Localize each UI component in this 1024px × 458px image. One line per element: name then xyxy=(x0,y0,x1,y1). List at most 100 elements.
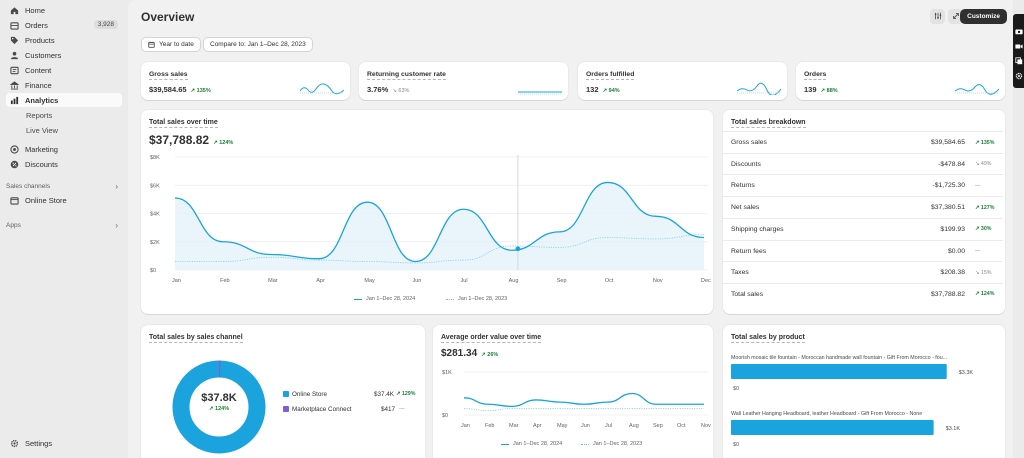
sidebar-item-online-store[interactable]: Online Store xyxy=(6,193,122,207)
sidebar-item-live-view[interactable]: Live View xyxy=(20,123,122,137)
kpi-delta: ↗ 135% xyxy=(190,88,211,94)
x-tick-label: May xyxy=(364,278,375,284)
breakdown-value: $208.38 xyxy=(940,269,965,277)
x-tick-label: Apr xyxy=(316,278,325,284)
breakdown-label: Discounts xyxy=(731,160,761,168)
x-tick-label: May xyxy=(557,423,568,429)
sidebar-item-home[interactable]: Home xyxy=(6,3,122,17)
kpi-sparkline xyxy=(955,84,999,95)
apps-section[interactable]: Apps › xyxy=(6,219,122,231)
customize-button[interactable]: Customize xyxy=(960,9,1007,24)
video-icon[interactable] xyxy=(1015,42,1023,50)
kpi-card-gross-sales[interactable]: Gross sales $39,584.65 ↗ 135% xyxy=(141,62,350,100)
kpi-sparkline xyxy=(300,83,344,95)
kpi-value: 139 ↗ 88% xyxy=(804,85,838,94)
bar-product[interactable] xyxy=(731,420,934,435)
x-tick-label: Mar xyxy=(509,423,519,429)
kpi-value-text: $39,584.65 xyxy=(149,85,187,94)
series-line-previous xyxy=(463,408,704,412)
compare-label: Compare to: Jan 1–Dec 28, 2023 xyxy=(210,41,306,48)
kpi-sparkline xyxy=(518,91,562,95)
bar-value-label: $3.1K xyxy=(946,426,961,432)
breakdown-label: Taxes xyxy=(731,269,749,277)
series-line-current xyxy=(463,392,704,408)
breakdown-value: $199.93 xyxy=(940,225,965,233)
breakdown-delta: — xyxy=(975,182,981,189)
bank-icon xyxy=(10,80,19,90)
kpi-card-orders[interactable]: Orders 139 ↗ 88% xyxy=(796,62,1005,100)
breakdown-label: Total sales xyxy=(731,290,764,298)
breakdown-row[interactable]: Net sales $37,380.51 ↗ 127% xyxy=(723,196,1003,218)
gear-icon xyxy=(10,439,19,448)
kpi-title: Orders xyxy=(804,71,827,80)
date-range-button[interactable]: Year to date xyxy=(141,37,201,52)
breakdown-row[interactable]: Return fees $0.00 — xyxy=(723,239,1003,262)
breakdown-label: Gross sales xyxy=(731,139,767,146)
x-tick-label: Jul xyxy=(605,423,612,429)
sidebar-item-reports[interactable]: Reports xyxy=(20,108,122,122)
channel-value: $417 xyxy=(381,406,396,413)
x-tick-label: Jan xyxy=(172,278,181,284)
main-content: Overview Customize Year to date Compare … xyxy=(128,0,1013,458)
breakdown-row[interactable]: Taxes $208.38 ↘ 15% xyxy=(723,261,1003,283)
data-settings-button[interactable] xyxy=(930,9,945,24)
section-label: Sales channels xyxy=(6,182,51,190)
breakdown-row[interactable]: Total sales $37,788.82 ↗ 124% xyxy=(723,282,1003,305)
y-tick-label: $1K xyxy=(442,370,452,376)
kpi-card-returning-rate[interactable]: Returning customer rate 3.76% ↘ 63% xyxy=(359,62,568,100)
tag-icon xyxy=(10,36,19,45)
legend-label: Jan 1–Dec 28, 2024 xyxy=(366,296,416,302)
sidebar-item-analytics[interactable]: Analytics xyxy=(6,93,122,107)
legend-previous: Jan 1–Dec 28, 2023 xyxy=(446,296,507,302)
breakdown-delta: ↗ 135% xyxy=(975,139,995,146)
sidebar-item-marketing[interactable]: Marketing xyxy=(6,142,122,156)
sidebar-item-products[interactable]: Products xyxy=(6,33,122,47)
breakdown-row[interactable]: Shipping charges $199.93 ↗ 30% xyxy=(723,217,1003,240)
aov-card: Average order value over time $281.34 ↗ 2… xyxy=(433,325,713,458)
aov-line-chart[interactable]: $0 $1K Jan Feb Mar Apr May Jun Jul Aug Sep Oct Nov xyxy=(433,325,713,458)
channel-name: Online Store xyxy=(292,391,328,398)
products-bar-chart[interactable]: Moorish mosaic tile fountain - Moroccan … xyxy=(723,325,1005,458)
chevron-right-icon: › xyxy=(115,181,118,191)
sidebar-item-label: Customers xyxy=(25,50,62,60)
sidebar-item-label: Online Store xyxy=(25,195,67,205)
discount-icon xyxy=(10,160,19,169)
x-tick-label: Nov xyxy=(701,423,711,429)
x-tick-label: Sep xyxy=(653,423,663,429)
expand-icon xyxy=(952,12,960,22)
copy-icon[interactable] xyxy=(1015,57,1023,65)
compare-button[interactable]: Compare to: Jan 1–Dec 28, 2023 xyxy=(203,37,313,52)
sidebar-item-finance[interactable]: Finance xyxy=(6,78,122,92)
sidebar: Home Orders 3,928 Products Customers Con… xyxy=(0,0,128,458)
sidebar-item-orders[interactable]: Orders 3,928 xyxy=(6,18,122,32)
sidebar-item-discounts[interactable]: Discounts xyxy=(6,157,122,171)
bar-category-label: Wall Leather Hanging Headboard, leather … xyxy=(731,411,922,417)
breakdown-row[interactable]: Gross sales $39,584.65 ↗ 135% xyxy=(723,131,1003,153)
breakdown-row[interactable]: Returns -$1,725.30 — xyxy=(723,174,1003,196)
total-sales-line-chart[interactable]: $0 $2K $4K $6K $8K Jan Feb Mar Apr May Jun Jul Aug Se… xyxy=(141,110,713,314)
sidebar-item-label: Orders xyxy=(25,20,48,30)
y-tick-label: $0 xyxy=(442,413,448,419)
gear-icon[interactable] xyxy=(1015,72,1023,80)
sidebar-item-settings[interactable]: Settings xyxy=(6,436,122,450)
sidebar-item-content[interactable]: Content xyxy=(6,63,122,77)
breakdown-delta: — xyxy=(975,248,981,254)
sidebar-item-customers[interactable]: Customers xyxy=(6,48,122,62)
sidebar-item-label: Reports xyxy=(26,110,53,120)
breakdown-value: -$478.84 xyxy=(938,160,965,168)
sales-channels-section[interactable]: Sales channels › xyxy=(6,180,122,192)
donut-center-delta: ↗ 124% xyxy=(208,406,230,412)
breakdown-delta: ↘ 49% xyxy=(975,161,992,168)
camera-icon[interactable] xyxy=(1015,27,1023,35)
channel-delta: ↗ 129% xyxy=(396,391,416,397)
fullscreen-button[interactable] xyxy=(948,9,963,24)
channel-name: Marketplace Connect xyxy=(292,406,352,413)
legend-swatch xyxy=(354,298,362,300)
kpi-card-orders-fulfilled[interactable]: Orders fulfilled 132 ↗ 94% xyxy=(578,62,787,100)
bar-product[interactable] xyxy=(731,364,947,379)
breakdown-row[interactable]: Discounts -$478.84 ↘ 49% xyxy=(723,152,1003,175)
channel-donut-chart[interactable] xyxy=(164,352,274,458)
target-icon xyxy=(10,144,19,154)
sidebar-item-label: Discounts xyxy=(25,159,58,169)
kpi-title: Returning customer rate xyxy=(367,71,446,80)
